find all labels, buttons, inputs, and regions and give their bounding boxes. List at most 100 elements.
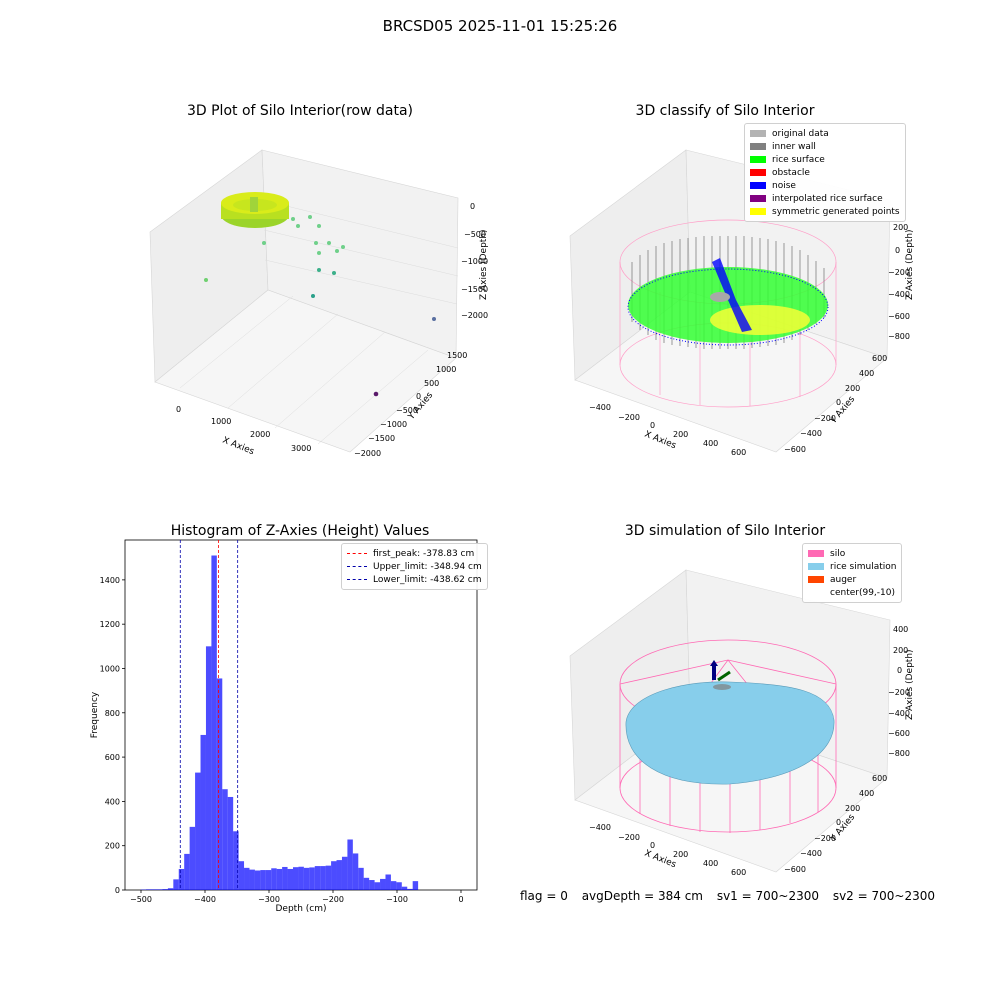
legend-item: rice surface — [750, 153, 900, 166]
histogram-bar — [303, 867, 310, 890]
simulation-ytick: −600 — [784, 865, 806, 874]
status-avg-depth: avgDepth = 384 cm — [581, 889, 703, 903]
legend-label: interpolated rice surface — [772, 193, 883, 204]
classify-xtick: 600 — [731, 448, 746, 457]
simulation-xtick: 600 — [731, 868, 746, 877]
raw-ytick: 1000 — [436, 365, 456, 374]
legend-item: symmetric generated points — [750, 205, 900, 218]
histogram-bar — [374, 882, 381, 890]
histogram-bar — [347, 839, 353, 890]
histogram-bar — [287, 868, 293, 890]
histogram-vlines — [179, 540, 239, 890]
classify-ztick: 0 — [895, 246, 900, 255]
histogram-yticks: 0 200 400 600 800 1000 1200 1400 — [100, 576, 125, 895]
histogram-bar — [265, 870, 272, 890]
legend-swatch — [750, 156, 766, 163]
simulation-zlabel: Z Axies (Depth) — [905, 649, 915, 720]
simulation-ztick: 400 — [893, 625, 908, 634]
histogram-bar — [352, 853, 359, 890]
histogram-bar — [178, 868, 185, 890]
histogram-bar — [293, 867, 299, 890]
raw-ztick: −1500 — [461, 285, 488, 294]
histogram-xtick-label: 0 — [458, 895, 463, 904]
histogram-bar — [222, 789, 228, 890]
status-line: flag = 0 avgDepth = 384 cm sv1 = 700~230… — [520, 889, 945, 903]
histogram-xtick-label: −200 — [322, 895, 344, 904]
histogram-bar — [254, 870, 261, 890]
legend-label: center(99,-10) — [830, 587, 895, 598]
legend-item: auger — [808, 573, 896, 586]
legend-line — [347, 553, 367, 554]
histogram-bar — [396, 882, 402, 890]
histogram-xtick-label: −100 — [386, 895, 408, 904]
histogram-bar — [309, 867, 315, 890]
legend-item: first_peak: -378.83 cm — [347, 547, 482, 560]
classify-xtick: 200 — [673, 430, 688, 439]
raw-ytick: −1000 — [380, 420, 407, 429]
legend-swatch — [808, 563, 824, 570]
histogram-bar — [390, 881, 397, 890]
raw-zlabel: Z Axies (Depth) — [479, 229, 489, 300]
simulation-legend: silo rice simulation auger center(99,-10… — [802, 543, 903, 603]
legend-item: inner wall — [750, 140, 900, 153]
legend-item: noise — [750, 179, 900, 192]
status-flag: flag = 0 — [520, 889, 568, 903]
legend-line — [347, 566, 367, 567]
histogram-frame — [124, 539, 478, 891]
legend-item: interpolated rice surface — [750, 192, 900, 205]
raw-ytick: −500 — [396, 406, 418, 415]
simulation-ytick: 0 — [836, 818, 841, 827]
classify-xtick: −400 — [589, 403, 611, 412]
legend-swatch — [750, 130, 766, 137]
classify-plot-title: 3D classify of Silo Interior — [635, 103, 815, 119]
histogram-ytick-label: 600 — [105, 753, 120, 762]
simulation-ztick: −600 — [888, 729, 910, 738]
histogram-bar — [184, 853, 190, 890]
histogram-bar — [227, 796, 234, 890]
legend-item: original data — [750, 127, 900, 140]
simulation-xtick: 200 — [673, 850, 688, 859]
histogram-xlabel: Depth (cm) — [275, 904, 326, 914]
raw-ytick: −1500 — [368, 434, 395, 443]
histogram-bar — [336, 860, 342, 890]
histogram-bar — [320, 866, 326, 890]
legend-swatch — [750, 208, 766, 215]
histogram-ytick-label: 1400 — [100, 576, 120, 585]
classify-ytick: 200 — [845, 384, 860, 393]
histogram-bar — [325, 865, 332, 890]
legend-label: rice simulation — [830, 561, 897, 572]
histogram-bar — [157, 889, 163, 890]
histogram-bar — [244, 867, 250, 890]
histogram-axes: −500 −400 −300 −200 −100 0 0 200 400 600 800 1000 1… — [90, 539, 478, 914]
classify-ytick: 600 — [872, 354, 887, 363]
classify-ztick: −200 — [888, 268, 910, 277]
simulation-ztick: −800 — [888, 749, 910, 758]
simulation-ytick: 600 — [872, 774, 887, 783]
legend-line — [347, 579, 367, 580]
histogram-bar — [369, 880, 375, 890]
legend-label: auger — [830, 574, 857, 585]
raw-ytick: −2000 — [354, 449, 381, 458]
classify-ztick: −400 — [888, 290, 910, 299]
raw-ztick: 0 — [470, 202, 475, 211]
status-sv1: sv1 = 700~2300 — [716, 889, 819, 903]
histogram-bar — [216, 678, 223, 890]
histogram-ytick-label: 0 — [115, 886, 120, 895]
classify-ytick: −600 — [784, 445, 806, 454]
histogram-bar — [238, 861, 245, 890]
histogram-bar — [260, 870, 266, 890]
histogram-xtick-label: −500 — [130, 895, 152, 904]
histogram-bar — [205, 646, 212, 890]
legend-swatch — [750, 143, 766, 150]
simulation-xtick: 0 — [650, 841, 655, 850]
histogram-bar — [331, 861, 337, 890]
histogram-bar — [211, 555, 217, 890]
legend-item: rice simulation — [808, 560, 896, 573]
simulation-plot-title: 3D simulation of Silo Interior — [624, 523, 826, 539]
raw-ztick: −500 — [464, 230, 486, 239]
legend-swatch — [750, 195, 766, 202]
classify-ytick: 400 — [859, 369, 874, 378]
raw-xtick: 3000 — [291, 444, 311, 453]
raw-plot-title: 3D Plot of Silo Interior(row data) — [186, 103, 414, 119]
